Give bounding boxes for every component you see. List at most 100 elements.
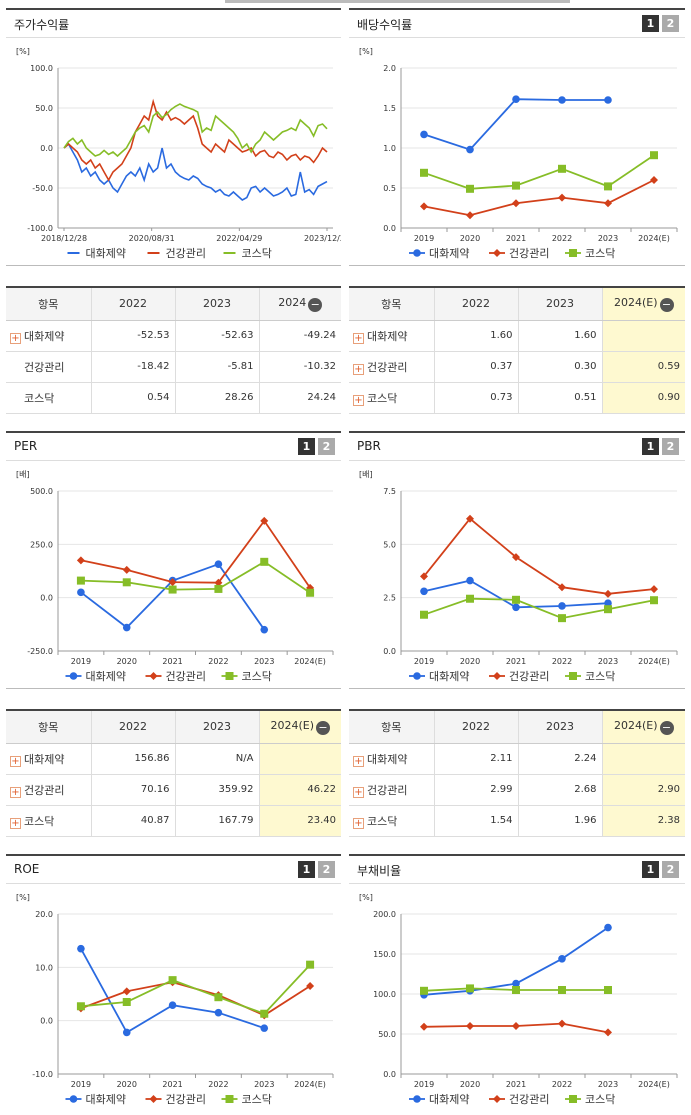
table-header-cell: 2023 [517, 287, 602, 321]
x-tick-label: 2020 [117, 657, 137, 666]
header-label: 2024(E) [613, 718, 658, 732]
expand-icon[interactable]: + [10, 332, 21, 344]
row-label: 건강관리 [24, 783, 65, 797]
collapse-icon[interactable]: − [316, 720, 331, 735]
expand-icon[interactable]: + [353, 363, 364, 375]
toggle-2-button[interactable]: 2 [662, 861, 679, 878]
expand-icon[interactable]: + [10, 786, 21, 798]
table-header-cell: 2024− [258, 287, 341, 321]
chart-toggle: 1 2 [642, 861, 679, 878]
y-tick-label: 50.0 [378, 1030, 396, 1039]
data-point [260, 1009, 269, 1018]
expand-icon[interactable]: + [353, 332, 364, 344]
value-cell: 23.40 [258, 805, 341, 837]
x-tick-label: 2019 [71, 1080, 91, 1089]
toggle-1-button[interactable]: 1 [642, 438, 659, 455]
row-label-cell: + 대화제약 [349, 743, 434, 775]
series-line [423, 98, 608, 151]
toggle-1-button[interactable]: 1 [642, 15, 659, 32]
table-stock: 항목 2022 2023 2024− + 대화제약 -52.53 -52.63 -49.24 건강… [6, 286, 341, 414]
x-tick-label: 2022 [552, 234, 572, 243]
legend: 대화제약 건강관리 코스닥 [409, 246, 615, 260]
table-header-cell: 항목 [349, 287, 434, 321]
panel-title: PER [14, 439, 38, 453]
collapse-icon[interactable]: − [659, 720, 674, 735]
toggle-2-button[interactable]: 2 [662, 438, 679, 455]
value-cell: 0.37 [433, 351, 518, 383]
table-row: + 대화제약 156.86 N/A [6, 743, 341, 775]
header-label: 2023 [546, 297, 574, 311]
data-point [76, 1002, 85, 1011]
x-tick-label: 2022 [208, 1080, 228, 1089]
toggle-2-button[interactable]: 2 [318, 438, 335, 455]
x-tick-label: 2020 [117, 1080, 137, 1089]
collapse-icon[interactable]: − [308, 297, 323, 312]
toggle-1-button[interactable]: 1 [298, 438, 315, 455]
panel-title: 부채비율 [357, 864, 402, 878]
table-row: + 대화제약 -52.53 -52.63 -49.24 [6, 320, 341, 352]
data-point [260, 625, 269, 634]
expand-icon[interactable]: + [353, 817, 364, 829]
expand-icon[interactable]: + [10, 817, 21, 829]
x-tick-label: 2024(E) [294, 1080, 326, 1089]
series-line [63, 142, 328, 201]
x-tick-label: 2022/04/29 [216, 234, 262, 243]
series-코스닥 [76, 960, 315, 1018]
toggle-2-button[interactable]: 2 [662, 15, 679, 32]
data-point [604, 96, 612, 104]
data-point [214, 578, 223, 587]
y-tick-label: 0.0 [40, 594, 53, 603]
legend-label: 코스닥 [585, 1093, 615, 1106]
table-row: 코스닥 0.54 28.26 24.24 [6, 382, 341, 414]
toggle-1-button[interactable]: 1 [298, 861, 315, 878]
data-point [122, 565, 131, 574]
legend-label: 대화제약 [429, 246, 469, 260]
header-label: 항목 [38, 720, 59, 734]
chart-per: [배]500.0 250.0 0.0 -250.0 2019 2020 2021 2022 20… [16, 470, 334, 683]
data-point [650, 596, 658, 605]
panel-title: 배당수익률 [357, 18, 413, 32]
value-cell [601, 743, 685, 775]
toggle-2-button[interactable]: 2 [318, 861, 335, 878]
series-line [63, 98, 328, 182]
x-tick-label: 2022 [552, 657, 572, 666]
row-label: 건강관리 [367, 360, 408, 374]
y-tick-label: 250.0 [30, 540, 53, 549]
expand-icon[interactable]: + [353, 786, 364, 798]
toggle-1-button[interactable]: 1 [642, 861, 659, 878]
table-row: + 건강관리 0.37 0.30 0.59 [349, 351, 685, 383]
row-label: 대화제약 [367, 329, 408, 343]
table-row: + 대화제약 2.11 2.24 [349, 743, 685, 775]
series-line [423, 597, 655, 620]
value-cell: 70.16 [90, 774, 175, 806]
series-대화제약 [420, 95, 612, 154]
collapse-icon[interactable]: − [659, 297, 674, 312]
data-point [512, 199, 520, 208]
header-label: 2022 [462, 720, 490, 734]
y-tick-label: 0.5 [383, 184, 396, 193]
data-point [558, 986, 566, 994]
y-unit-label: [%] [16, 47, 30, 56]
legend-marker [413, 672, 421, 680]
expand-icon[interactable]: + [10, 755, 21, 767]
legend: 대화제약 건강관리 코스닥 [409, 669, 615, 683]
row-label: 코스닥 [367, 391, 398, 405]
top-tab-strip [225, 0, 570, 3]
value-cell: 1.60 [433, 320, 518, 352]
data-point [604, 182, 612, 191]
panel-header: 배당수익률 1 2 [349, 10, 685, 38]
table-row: 건강관리 -18.42 -5.81 -10.32 [6, 351, 341, 383]
row-label: 코스닥 [24, 391, 55, 405]
expand-icon[interactable]: + [353, 755, 364, 767]
row-label-cell: + 건강관리 [349, 351, 434, 383]
data-point [76, 556, 85, 565]
table-header-row: 항목 2022 2023 2024(E) − [349, 287, 685, 321]
data-point [512, 553, 520, 562]
panel-title: ROE [14, 862, 40, 876]
series-코스닥 [420, 984, 612, 995]
expand-icon[interactable]: + [353, 394, 364, 406]
data-point [122, 998, 131, 1006]
x-tick-label: 2023 [254, 1080, 274, 1089]
table-header-row: 항목 2022 2023 2024− [6, 287, 341, 321]
value-cell: 2.24 [517, 743, 602, 775]
